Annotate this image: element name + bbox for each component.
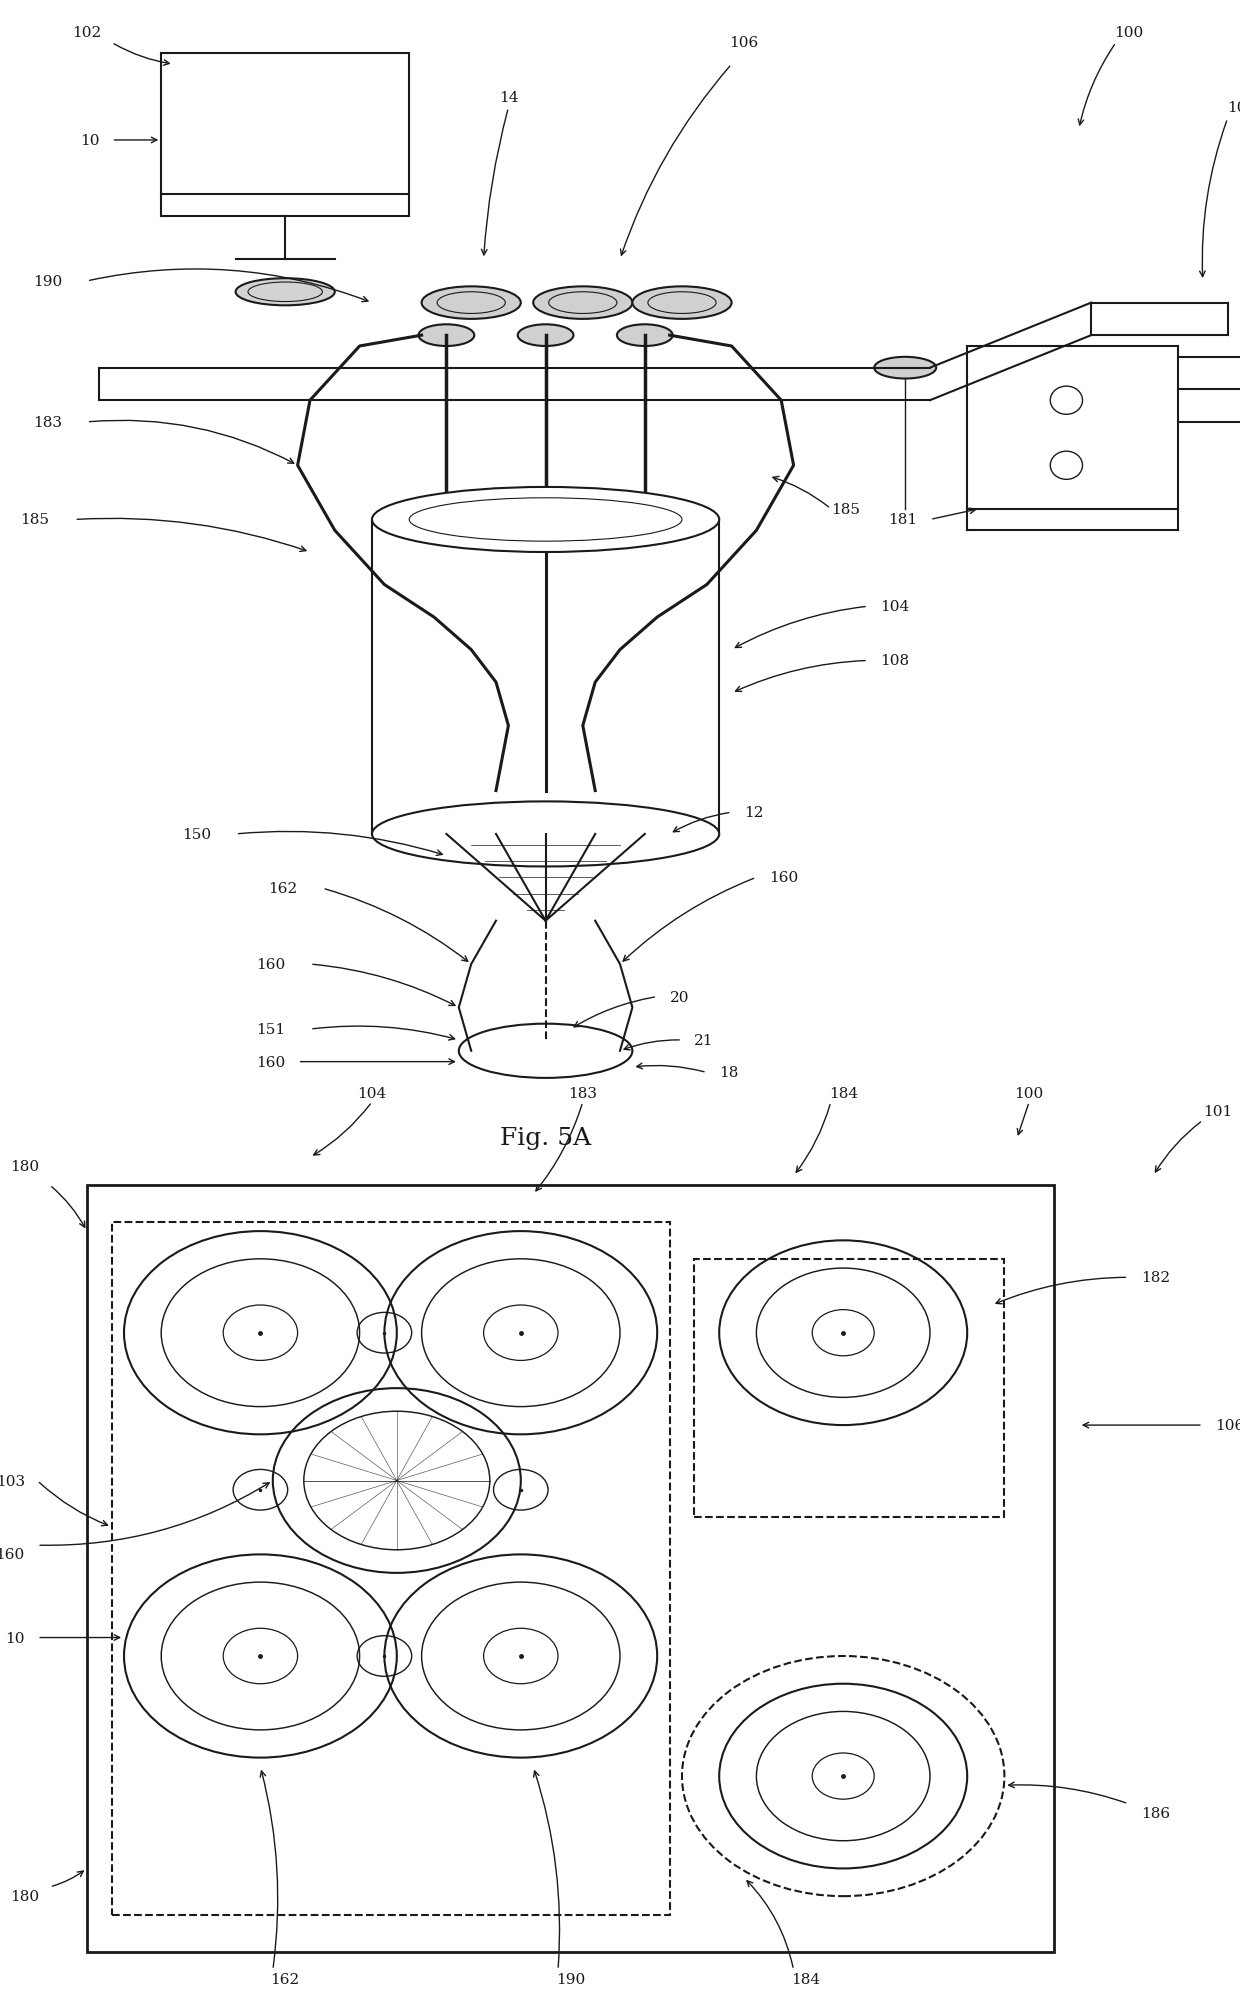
Text: 10: 10 (79, 134, 99, 149)
Text: 183: 183 (568, 1086, 598, 1100)
Text: 160: 160 (255, 957, 285, 971)
Text: 183: 183 (33, 415, 62, 429)
Text: 108: 108 (880, 654, 909, 668)
Text: 10: 10 (5, 1632, 25, 1644)
Ellipse shape (372, 488, 719, 552)
Text: 18: 18 (719, 1066, 739, 1080)
Text: 180: 180 (10, 1160, 40, 1174)
Text: 185: 185 (21, 514, 50, 528)
Text: 100: 100 (1114, 26, 1143, 40)
Ellipse shape (874, 357, 936, 379)
Text: 21: 21 (694, 1034, 714, 1048)
Bar (161, 54, 409, 195)
Circle shape (223, 1305, 298, 1361)
Text: 12: 12 (744, 807, 764, 819)
Text: 181: 181 (889, 514, 918, 528)
Circle shape (812, 1754, 874, 1798)
Text: 150: 150 (182, 827, 211, 841)
Text: 104: 104 (880, 600, 910, 614)
Text: 186: 186 (1141, 1806, 1169, 1820)
Text: 184: 184 (828, 1086, 858, 1100)
Ellipse shape (533, 287, 632, 319)
Text: 102: 102 (72, 26, 102, 40)
Text: 184: 184 (791, 1973, 821, 1987)
Text: 101: 101 (1228, 102, 1240, 114)
Ellipse shape (236, 279, 335, 307)
Ellipse shape (419, 325, 474, 347)
Text: 160: 160 (0, 1547, 25, 1561)
Text: Fig. 5A: Fig. 5A (500, 1126, 591, 1150)
Text: 20: 20 (670, 989, 689, 1004)
Bar (967, 347, 1178, 510)
Ellipse shape (632, 287, 732, 319)
Ellipse shape (422, 287, 521, 319)
Ellipse shape (618, 325, 672, 347)
Text: 14: 14 (498, 90, 518, 104)
Text: 151: 151 (257, 1024, 285, 1036)
Text: 190: 190 (556, 1973, 585, 1987)
Text: 104: 104 (357, 1086, 387, 1100)
Text: 162: 162 (268, 881, 298, 895)
Text: 162: 162 (270, 1973, 300, 1987)
Text: 106: 106 (1215, 1419, 1240, 1433)
Text: 190: 190 (32, 275, 62, 289)
Text: 101: 101 (1203, 1104, 1233, 1118)
Bar (87, 1186, 1054, 1951)
Text: 182: 182 (1141, 1270, 1169, 1284)
Text: 160: 160 (255, 1056, 285, 1070)
Circle shape (812, 1311, 874, 1357)
Text: 106: 106 (729, 36, 759, 50)
Circle shape (484, 1628, 558, 1684)
Text: 160: 160 (769, 871, 799, 885)
Text: 103: 103 (0, 1473, 25, 1487)
Text: 100: 100 (1014, 1086, 1044, 1100)
Circle shape (223, 1628, 298, 1684)
Circle shape (484, 1305, 558, 1361)
Bar (112, 1222, 670, 1915)
Text: 185: 185 (831, 502, 859, 516)
Text: 180: 180 (10, 1889, 40, 1903)
Ellipse shape (518, 325, 573, 347)
Ellipse shape (372, 803, 719, 867)
Bar (694, 1258, 1004, 1517)
